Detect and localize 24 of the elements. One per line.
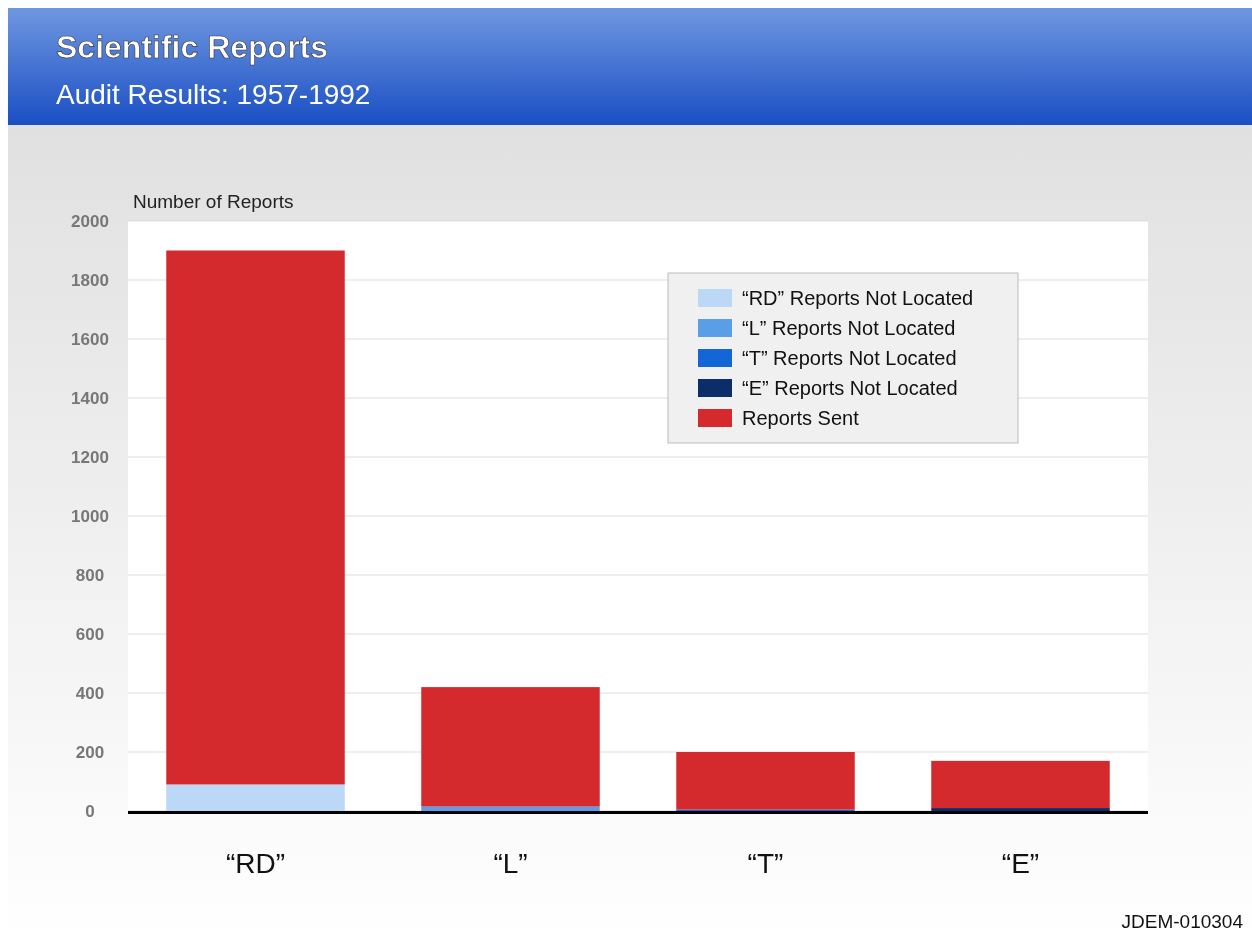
x-tick-label: “T”: [747, 848, 784, 879]
x-tick-label: “E”: [1001, 848, 1040, 879]
y-tick-label: 1400: [71, 388, 109, 408]
y-tick-label: 1600: [71, 329, 109, 349]
x-tick-label: “RD”: [225, 848, 286, 879]
legend-label: “T” Reports Not Located: [742, 347, 957, 369]
y-tick-label: 1200: [71, 447, 109, 467]
y-tick-label: 400: [75, 683, 105, 703]
y-tick-label: 1800: [71, 270, 109, 290]
legend-label: “RD” Reports Not Located: [742, 287, 974, 309]
text: JDEM-010304: [1121, 911, 1244, 932]
y-tick-label: 200: [75, 742, 105, 762]
x-tick-label: “L”: [493, 848, 528, 879]
chart-subtitle: Audit Results: 1957-1992: [56, 79, 371, 110]
legend-label: “E” Reports Not Located: [742, 377, 958, 399]
chart-title: Scientific Reports: [56, 29, 329, 65]
y-tick-label: 800: [75, 565, 105, 585]
y-tick-label: 600: [75, 624, 105, 644]
legend-label: “L” Reports Not Located: [742, 317, 956, 339]
y-tick-label: 2000: [71, 211, 109, 231]
y-tick-label: 0: [85, 801, 95, 821]
legend-label: Reports Sent: [742, 407, 860, 429]
y-tick-label: 1000: [71, 506, 109, 526]
y-axis-title: Number of Reports: [133, 191, 294, 212]
